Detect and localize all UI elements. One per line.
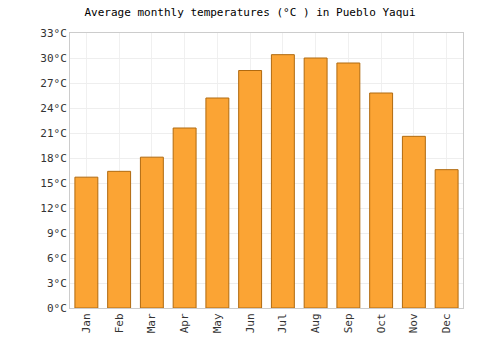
svg-text:9°C: 9°C: [47, 227, 67, 240]
svg-text:Jun: Jun: [244, 313, 257, 333]
svg-text:Dec: Dec: [440, 313, 453, 333]
svg-text:Feb: Feb: [113, 313, 126, 333]
svg-text:Nov: Nov: [407, 313, 420, 333]
svg-text:Average monthly temperatures (: Average monthly temperatures (°C ) in Pu…: [84, 6, 415, 19]
svg-text:33°C: 33°C: [40, 27, 67, 40]
svg-text:15°C: 15°C: [40, 177, 67, 190]
svg-text:12°C: 12°C: [40, 202, 67, 215]
svg-text:Sep: Sep: [342, 313, 355, 333]
svg-text:30°C: 30°C: [40, 52, 67, 65]
svg-text:May: May: [211, 313, 224, 333]
svg-text:21°C: 21°C: [40, 127, 67, 140]
svg-text:3°C: 3°C: [47, 277, 67, 290]
svg-text:18°C: 18°C: [40, 152, 67, 165]
svg-text:27°C: 27°C: [40, 77, 67, 90]
svg-text:Aug: Aug: [309, 313, 322, 333]
svg-text:Apr: Apr: [178, 313, 191, 333]
svg-text:Jul: Jul: [276, 313, 289, 333]
svg-text:Mar: Mar: [145, 313, 158, 333]
svg-text:24°C: 24°C: [40, 102, 67, 115]
svg-text:0°C: 0°C: [47, 302, 67, 315]
svg-text:Jan: Jan: [80, 313, 93, 333]
svg-text:6°C: 6°C: [47, 252, 67, 265]
svg-text:Oct: Oct: [375, 313, 388, 333]
